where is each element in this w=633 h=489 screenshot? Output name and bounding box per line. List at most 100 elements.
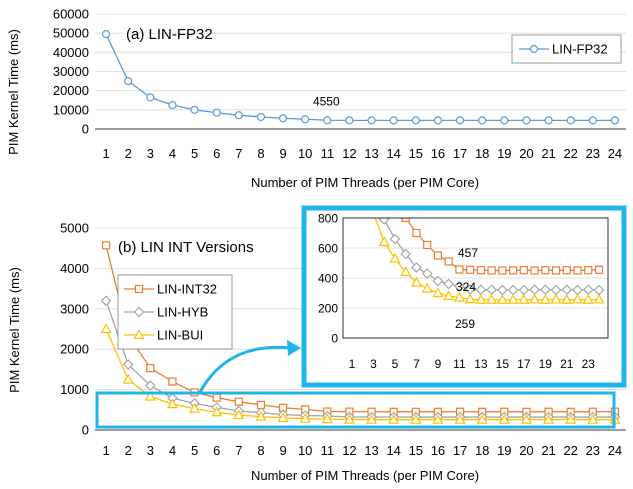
x-tick-label: 19: [497, 443, 511, 458]
legend-label-lin-fp32: LIN-FP32: [552, 42, 608, 57]
y-tick-label: 1000: [60, 382, 89, 397]
inset-data-point-lin-int32: [553, 267, 560, 274]
inset-data-point-lin-int32: [510, 267, 517, 274]
inset-data-point-lin-int32: [467, 266, 474, 273]
inset-data-point-lin-int32: [488, 267, 495, 274]
inset-data-point-lin-int32: [424, 242, 431, 249]
x-tick-label: 22: [563, 146, 577, 161]
inset-x-tick-label: 23: [582, 357, 596, 371]
x-tick-label: 15: [409, 146, 423, 161]
data-point-lin-bui: [124, 375, 133, 383]
data-point-lin-int32: [169, 378, 176, 385]
inset-data-point-lin-int32: [563, 267, 570, 274]
zoom-arrow: [200, 347, 290, 392]
y-tick-label: 30000: [53, 64, 89, 79]
data-point-lin-fp32: [191, 106, 198, 113]
data-point-lin-fp32: [523, 117, 530, 124]
x-tick-label: 19: [497, 146, 511, 161]
x-tick-label: 14: [386, 146, 400, 161]
x-tick-label: 6: [213, 443, 220, 458]
data-point-lin-hyb: [102, 296, 111, 305]
x-tick-label: 13: [364, 146, 378, 161]
x-tick-label: 4: [169, 146, 176, 161]
x-tick-label: 2: [125, 146, 132, 161]
y-tick-label: 2000: [60, 342, 89, 357]
legend-marker-lin-fp32: [531, 46, 538, 53]
inset-data-point-lin-int32: [477, 267, 484, 274]
top-x-tick-labels: 1 2 3 4 5 6 7 8 9 10 11 12 13 14 15 16 17 18 19 20 21 22 23 24: [102, 146, 622, 161]
x-tick-label: 21: [541, 146, 555, 161]
inset-annotation-324: 324: [456, 280, 476, 294]
inset-y-tick-label: 400: [318, 272, 338, 286]
inset-y-tick-label: 800: [318, 212, 338, 226]
legend-label-lin-int32: LIN-INT32: [157, 282, 217, 297]
data-point-lin-fp32: [545, 117, 552, 124]
x-tick-label: 24: [608, 443, 622, 458]
inset-annotation-259: 259: [455, 317, 475, 331]
y-tick-label: 3000: [60, 301, 89, 316]
data-point-lin-fp32: [368, 117, 375, 124]
bottom-x-tick-labels: 1 2 3 4 5 6 7 8 9 10 11 12 13 14 15 16 17 18 19 20 21 22 23 24: [102, 443, 622, 458]
data-point-lin-int32: [103, 242, 110, 249]
y-tick-label: 60000: [53, 7, 89, 22]
x-tick-label: 1: [102, 146, 109, 161]
data-point-lin-fp32: [147, 94, 154, 101]
top-x-axis-title: Number of PIM Threads (per PIM Core): [251, 175, 479, 190]
data-point-lin-fp32: [346, 117, 353, 124]
inset-data-point-lin-int32: [456, 266, 463, 273]
inset-data-point-lin-int32: [531, 267, 538, 274]
x-tick-label: 12: [342, 443, 356, 458]
x-tick-label: 17: [453, 146, 467, 161]
x-tick-label: 7: [235, 443, 242, 458]
top-chart: PIM Kernel Time (ms) 0 10000 20000 30000 400…: [6, 7, 626, 191]
x-tick-label: 3: [147, 146, 154, 161]
bottom-chart: PIM Kernel Time (ms) 0100020003000400050…: [7, 0, 626, 483]
data-point-lin-fp32: [235, 112, 242, 119]
x-tick-label: 11: [321, 443, 335, 458]
x-tick-label: 9: [279, 443, 286, 458]
inset-data-point-lin-int32: [520, 267, 527, 274]
top-y-tick-labels: 0100002000030000400005000060000: [53, 7, 89, 137]
top-chart-title: (a) LIN-FP32: [126, 26, 213, 43]
top-y-axis-title: PIM Kernel Time (ms): [6, 29, 21, 155]
x-tick-label: 1: [102, 443, 109, 458]
x-tick-label: 9: [279, 146, 286, 161]
legend-label-lin-hyb: LIN-HYB: [157, 305, 208, 320]
x-tick-label: 5: [191, 146, 198, 161]
legend-label-lin-bui: LIN-BUI: [157, 328, 203, 343]
legend-marker-lin-int32: [136, 286, 143, 293]
inset-x-tick-label: 3: [370, 357, 377, 371]
data-point-lin-fp32: [257, 113, 264, 120]
inset-y-tick-label: 0: [331, 332, 338, 346]
y-tick-label: 5000: [60, 221, 89, 236]
data-point-lin-fp32: [567, 117, 574, 124]
inset-x-tick-label: 1: [349, 357, 356, 371]
x-tick-label: 21: [541, 443, 555, 458]
x-tick-label: 23: [586, 146, 600, 161]
inset-data-point-lin-int32: [542, 267, 549, 274]
data-point-lin-fp32: [280, 115, 287, 122]
inset-data-point-lin-int32: [574, 267, 581, 274]
bottom-legend: LIN-INT32 LIN-HYB LIN-BUI: [118, 275, 232, 349]
inset-data-point-lin-int32: [499, 267, 506, 274]
bottom-chart-title: (b) LIN INT Versions: [118, 239, 254, 256]
data-point-lin-fp32: [434, 117, 441, 124]
data-point-lin-fp32: [479, 117, 486, 124]
data-point-lin-fp32: [125, 78, 132, 85]
inset-annotation-457: 457: [458, 246, 478, 260]
y-tick-label: 40000: [53, 45, 89, 60]
x-tick-label: 12: [342, 146, 356, 161]
bottom-y-axis-title: PIM Kernel Time (ms): [7, 267, 22, 393]
x-tick-label: 18: [475, 146, 489, 161]
data-point-lin-fp32: [589, 117, 596, 124]
data-point-lin-fp32: [302, 116, 309, 123]
x-tick-label: 18: [475, 443, 489, 458]
x-tick-label: 13: [364, 443, 378, 458]
top-annotation-4550: 4550: [313, 94, 340, 108]
x-tick-label: 24: [608, 146, 622, 161]
inset-data-point-lin-int32: [596, 266, 603, 273]
x-tick-label: 20: [519, 146, 533, 161]
inset-data-point-lin-int32: [413, 230, 420, 237]
x-tick-label: 5: [191, 443, 198, 458]
y-tick-label: 20000: [53, 83, 89, 98]
